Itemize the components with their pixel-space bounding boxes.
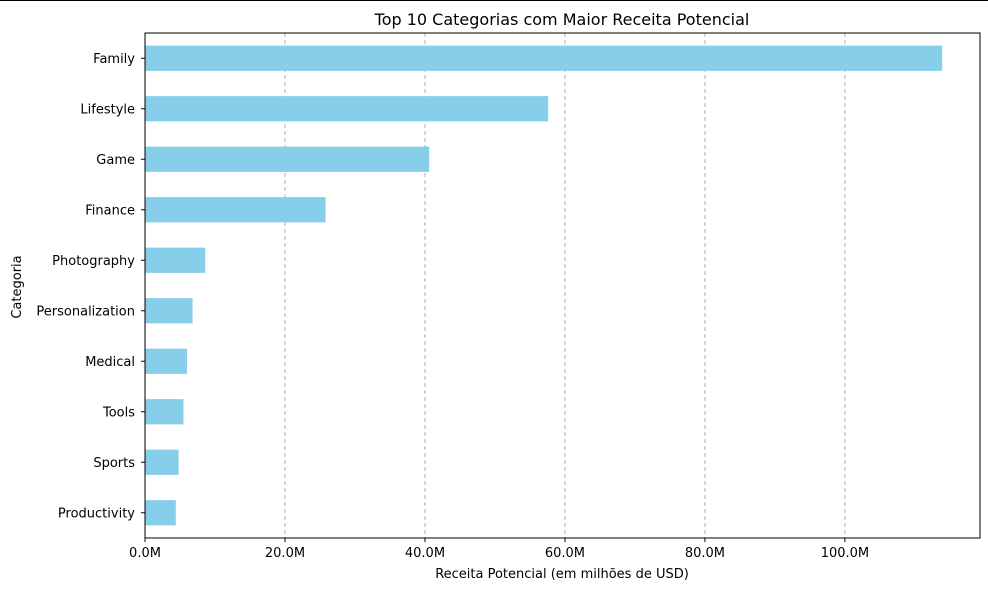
bar-lifestyle [145,96,549,122]
y-tick-label: Photography [52,254,135,269]
bars [145,45,943,526]
y-tick-label: Personalization [36,304,135,319]
grid-lines [284,33,846,538]
x-axis-ticks: 0.0M 20.0M 40.0M 60.0M 80.0M 100.0M [129,538,869,561]
plot-area-frame [144,32,981,539]
bar-personalization [145,298,193,324]
bar-photography [145,247,206,273]
bar-medical [145,348,187,374]
bar-productivity [145,500,176,526]
x-tick-label: 60.0M [545,546,585,561]
bar-tools [145,399,184,425]
y-tick-label: Game [96,153,135,168]
chart-title: Top 10 Categorias com Maior Receita Pote… [374,10,750,29]
y-tick-label: Productivity [58,506,135,521]
top-border-line [0,0,988,1]
y-tick-label: Medical [85,355,135,370]
x-tick-label: 0.0M [129,546,161,561]
x-axis-label: Receita Potencial (em milhões de USD) [435,567,689,582]
y-tick-label: Lifestyle [80,102,135,117]
y-tick-label: Family [93,52,135,67]
x-tick-label: 100.0M [821,546,869,561]
bar-game [145,146,430,172]
x-tick-label: 40.0M [405,546,445,561]
y-tick-label: Sports [93,456,135,471]
bar-sports [145,449,179,475]
y-axis-ticks: Family Lifestyle Game Finance Photography Per… [36,52,145,521]
bar-family [145,45,943,71]
bar-finance [145,197,326,223]
x-tick-label: 20.0M [265,546,305,561]
x-tick-label: 80.0M [685,546,725,561]
y-axis-label: Categoria [10,255,25,318]
y-tick-label: Tools [102,405,135,420]
y-tick-label: Finance [85,203,135,218]
